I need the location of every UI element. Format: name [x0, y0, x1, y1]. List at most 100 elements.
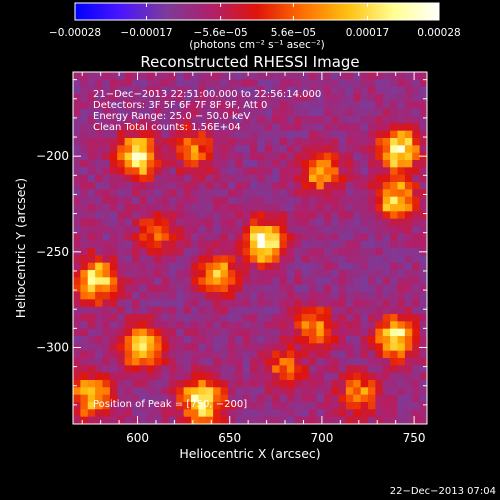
heatmap-cell	[191, 343, 199, 352]
heatmap-cell	[316, 152, 325, 161]
heatmap-cell	[168, 380, 177, 388]
heatmap-cell	[309, 174, 317, 183]
heatmap-cell	[242, 79, 251, 88]
heatmap-cell	[345, 226, 354, 234]
heatmap-cell	[176, 233, 185, 242]
heatmap-cell	[382, 409, 391, 418]
heatmap-cell	[132, 72, 140, 80]
heatmap-cell	[146, 226, 155, 234]
heatmap-cell	[146, 233, 155, 242]
heatmap-cell	[132, 79, 140, 88]
heatmap-cell	[220, 108, 229, 117]
heatmap-cell	[227, 416, 236, 424]
heatmap-cell	[73, 292, 81, 300]
heatmap-cell	[264, 328, 273, 337]
heatmap-cell	[168, 402, 177, 410]
heatmap-cell	[360, 233, 369, 242]
heatmap-cell	[368, 380, 376, 388]
heatmap-cell	[161, 292, 170, 300]
heatmap-cell	[242, 160, 251, 168]
heatmap-cell	[360, 167, 369, 176]
heatmap-cell	[286, 299, 295, 308]
heatmap-cell	[73, 226, 81, 234]
heatmap-cell	[80, 394, 89, 403]
heatmap-cell	[124, 94, 133, 102]
heatmap-cell	[360, 387, 369, 396]
heatmap-cell	[279, 365, 288, 374]
heatmap-cell	[419, 416, 427, 424]
heatmap-cell	[264, 277, 273, 286]
heatmap-cell	[95, 365, 104, 374]
heatmap-cell	[316, 409, 325, 418]
heatmap-cell	[360, 248, 369, 256]
heatmap-cell	[220, 174, 229, 183]
heatmap-cell	[176, 196, 185, 205]
heatmap-cell	[368, 233, 376, 242]
heatmap-cell	[397, 380, 406, 388]
heatmap-cell	[227, 292, 236, 300]
heatmap-cell	[397, 101, 406, 110]
heatmap-cell	[286, 101, 295, 110]
heatmap-cell	[154, 86, 163, 95]
heatmap-cell	[353, 182, 362, 190]
heatmap-cell	[250, 182, 258, 190]
heatmap-cell	[404, 328, 413, 337]
heatmap-cell	[368, 138, 376, 146]
heatmap-cell	[191, 416, 199, 424]
heatmap-cell	[235, 174, 244, 183]
heatmap-cell	[250, 270, 258, 278]
heatmap-cell	[227, 284, 236, 293]
heatmap-cell	[286, 226, 295, 234]
heatmap-cell	[368, 211, 376, 220]
heatmap-cell	[154, 160, 163, 168]
heatmap-cell	[390, 211, 399, 220]
heatmap-cell	[183, 130, 192, 139]
heatmap-cell	[382, 262, 391, 271]
heatmap-cell	[124, 350, 133, 359]
heatmap-cell	[176, 211, 185, 220]
heatmap-cell	[176, 292, 185, 300]
heatmap-cell	[397, 86, 406, 95]
heatmap-cell	[220, 79, 229, 88]
heatmap-cell	[345, 328, 354, 337]
heatmap-cell	[220, 306, 229, 315]
heatmap-cell	[353, 152, 362, 161]
heatmap-cell	[139, 380, 148, 388]
heatmap-cell	[301, 233, 310, 242]
heatmap-cell	[257, 130, 266, 139]
heatmap-cell	[146, 402, 155, 410]
heatmap-cell	[73, 321, 81, 330]
heatmap-cell	[272, 204, 281, 212]
heatmap-cell	[412, 101, 421, 110]
heatmap-cell	[198, 255, 207, 264]
heatmap-cell	[250, 116, 258, 124]
heatmap-cell	[294, 343, 303, 352]
heatmap-cell	[331, 233, 340, 242]
heatmap-cell	[213, 196, 222, 205]
heatmap-cell	[286, 350, 295, 359]
heatmap-cell	[331, 196, 340, 205]
heatmap-cell	[235, 394, 244, 403]
heatmap-cell	[213, 226, 222, 234]
heatmap-cell	[161, 116, 170, 124]
heatmap-cell	[397, 204, 406, 212]
heatmap-cell	[183, 174, 192, 183]
heatmap-cell	[301, 94, 310, 102]
heatmap-cell	[95, 248, 104, 256]
heatmap-cell	[286, 145, 295, 154]
heatmap-cell	[168, 189, 177, 198]
heatmap-cell	[323, 416, 332, 424]
heatmap-cell	[139, 94, 148, 102]
heatmap-cell	[264, 248, 273, 256]
heatmap-cell	[257, 218, 266, 227]
heatmap-cell	[191, 248, 199, 256]
heatmap-cell	[198, 321, 207, 330]
heatmap-cell	[198, 248, 207, 256]
heatmap-cell	[87, 240, 96, 249]
heatmap-cell	[390, 182, 399, 190]
heatmap-cell	[139, 284, 148, 293]
heatmap-cell	[205, 262, 214, 271]
heatmap-cell	[404, 372, 413, 381]
heatmap-cell	[205, 306, 214, 315]
heatmap-cell	[95, 292, 104, 300]
